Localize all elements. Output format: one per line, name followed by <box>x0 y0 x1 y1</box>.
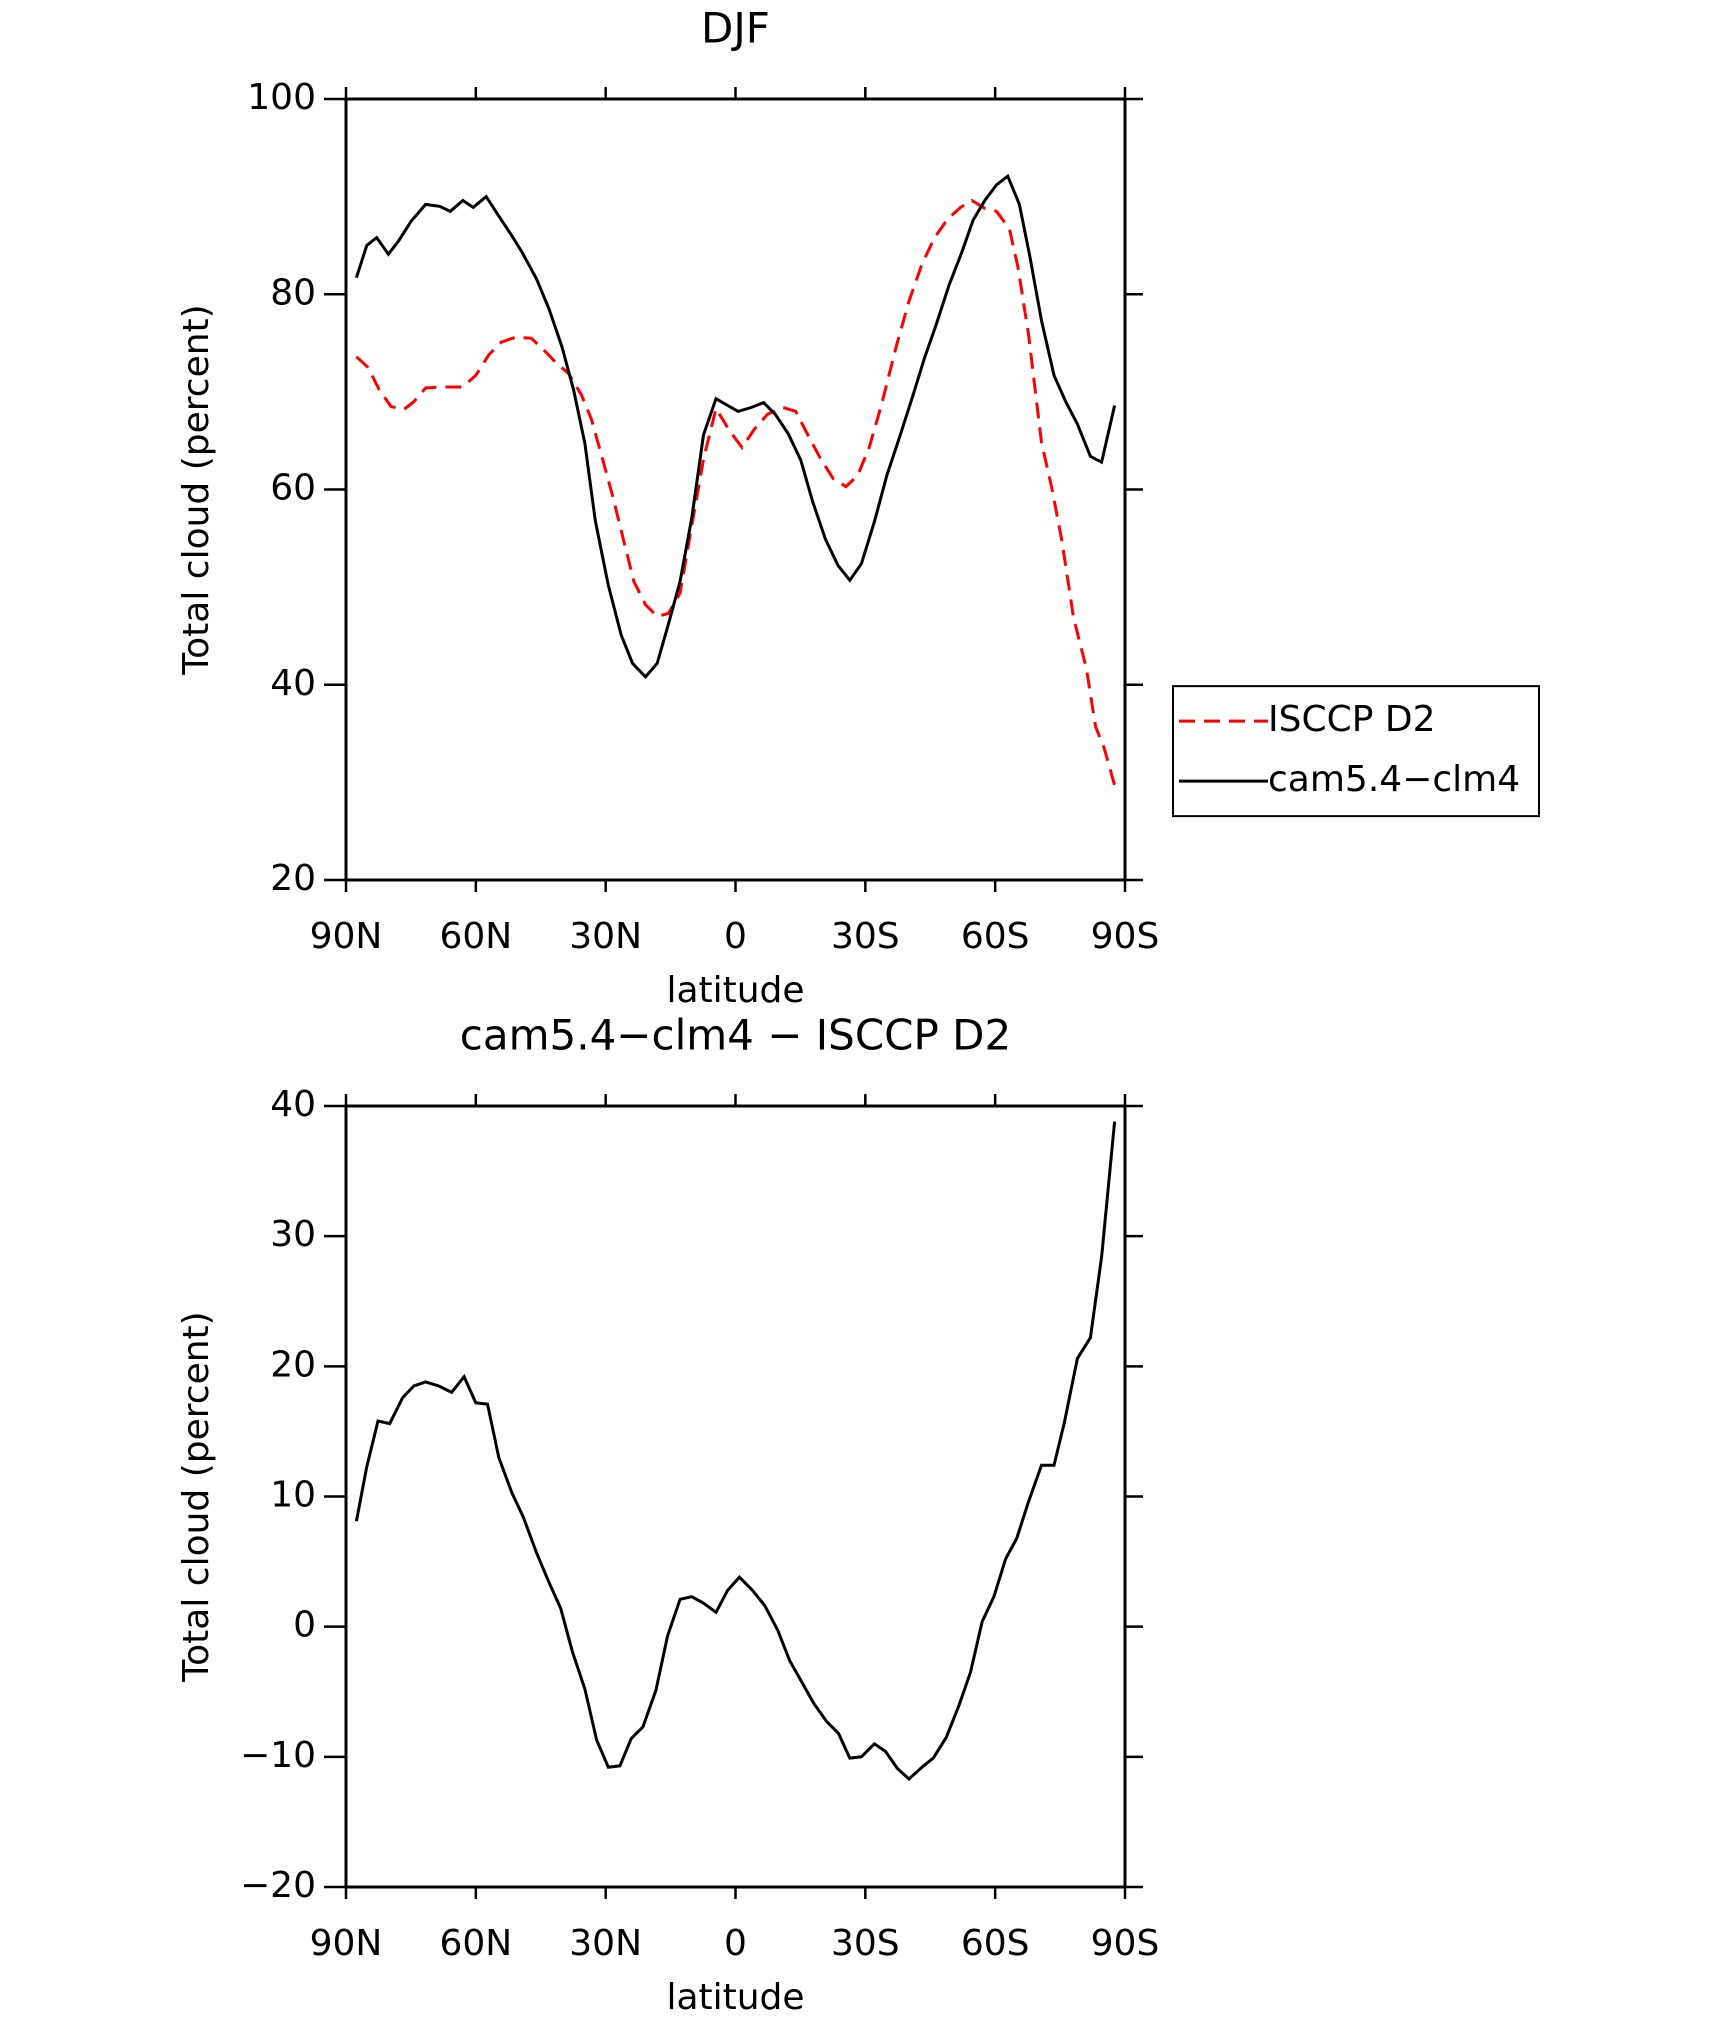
y-tick-label: −10 <box>240 1735 316 1776</box>
plot-frame <box>344 97 1127 882</box>
x-tick-label: 30N <box>569 1923 642 1964</box>
x-tick-label: 60S <box>961 1923 1030 1964</box>
legend-label: cam5.4−clm4 <box>1268 759 1520 800</box>
legend-label: ISCCP D2 <box>1268 699 1436 740</box>
chart-title: cam5.4−clm4 − ISCCP D2 <box>460 1011 1011 1060</box>
y-tick-label: 80 <box>270 272 316 313</box>
data-line <box>354 173 1117 680</box>
legend-box <box>1172 685 1540 818</box>
x-tick-label: 30S <box>831 916 900 957</box>
x-tick-label: 0 <box>724 916 747 957</box>
x-axis-label: latitude <box>666 970 804 1011</box>
y-tick-label: 30 <box>270 1214 316 1255</box>
x-tick-label: 60N <box>439 916 512 957</box>
data-line <box>355 198 1117 786</box>
y-axis-label: Total cloud (percent) <box>176 304 217 675</box>
y-tick-label: 10 <box>270 1475 316 1516</box>
y-tick-label: 100 <box>247 77 316 118</box>
y-tick-label: 0 <box>293 1605 316 1646</box>
y-axis-label: Total cloud (percent) <box>176 1311 217 1682</box>
chart-title: DJF <box>701 4 770 53</box>
x-tick-label: 30S <box>831 1923 900 1964</box>
y-tick-label: 20 <box>270 1344 316 1385</box>
y-tick-label: 60 <box>270 468 316 509</box>
x-tick-label: 90S <box>1091 1923 1160 1964</box>
y-tick-label: 40 <box>270 1084 316 1125</box>
x-tick-label: 90N <box>310 1923 383 1964</box>
x-axis-label: latitude <box>666 1977 804 2018</box>
x-tick-label: 0 <box>724 1923 747 1964</box>
y-tick-label: 20 <box>270 858 316 899</box>
plot-frame <box>344 1104 1127 1889</box>
x-tick-label: 90N <box>310 916 383 957</box>
x-tick-label: 90S <box>1091 916 1160 957</box>
x-tick-label: 30N <box>569 916 642 957</box>
x-tick-label: 60N <box>439 1923 512 1964</box>
data-line <box>354 1121 1117 1782</box>
y-tick-label: 40 <box>270 663 316 704</box>
x-tick-label: 60S <box>961 916 1030 957</box>
y-tick-label: −20 <box>240 1865 316 1906</box>
